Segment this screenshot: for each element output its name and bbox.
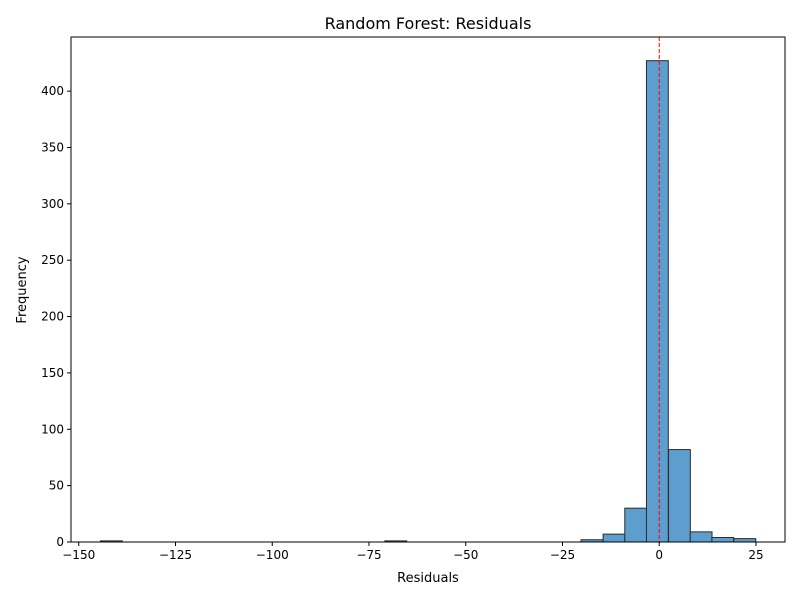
x-tick-label-6: 0 [655,548,663,562]
histogram-bar-5 [645,60,669,543]
y-tick-label-2: 100 [41,422,64,436]
x-tick-label-7: 25 [748,548,763,562]
y-tick-label-8: 400 [41,84,64,98]
x-tick-label-5: −25 [550,548,575,562]
x-axis-label: Residuals [397,571,459,586]
y-tick-label-7: 350 [41,140,64,154]
x-tick-label-0: −150 [62,548,95,562]
x-tick-label-3: −75 [356,548,381,562]
y-axis-label: Frequency [15,256,30,323]
x-axis-ticks: −150 −125 −100 −75 −50 −25 0 25 [62,542,764,562]
y-tick-label-0: 0 [56,535,64,549]
chart-title: Random Forest: Residuals [325,14,532,33]
y-tick-label-5: 250 [41,253,64,267]
y-axis-ticks: 0 50 100 150 200 250 300 350 400 [41,84,71,549]
y-tick-label-1: 50 [49,479,64,493]
y-tick-label-6: 300 [41,197,64,211]
x-tick-label-4: −50 [453,548,478,562]
histogram-bar-7 [689,531,713,543]
x-tick-label-1: −125 [159,548,192,562]
histogram-bar-6 [668,449,691,543]
plot-frame [70,36,786,543]
histogram-bar-8 [711,536,735,543]
y-tick-label-4: 200 [41,310,64,324]
histogram-bar-9 [733,538,757,543]
histogram-bar-3 [602,533,626,543]
x-tick-label-2: −100 [256,548,289,562]
bars-group [99,60,757,543]
histogram-bar-4 [624,507,648,543]
y-tick-label-3: 150 [41,366,64,380]
